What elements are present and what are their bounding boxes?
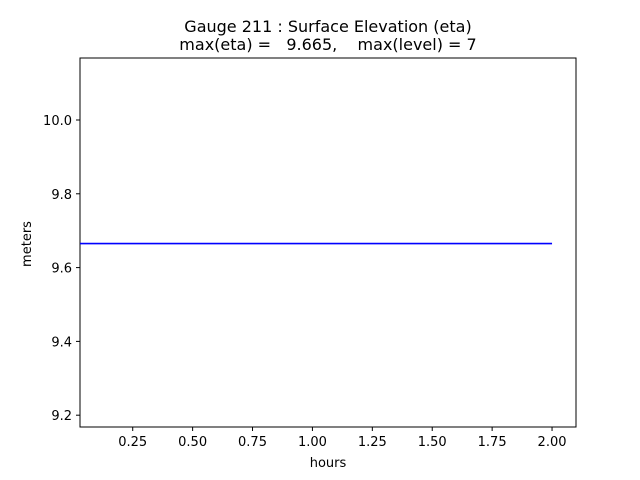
chart-title: Gauge 211 : Surface Elevation (eta) [184, 17, 471, 36]
x-tick-label: 0.25 [118, 435, 147, 450]
chart-subtitle: max(eta) = 9.665, max(level) = 7 [179, 35, 476, 54]
x-axis-label: hours [310, 456, 347, 471]
x-tick-label: 1.25 [358, 435, 387, 450]
y-tick-label: 9.2 [51, 409, 72, 424]
y-tick-label: 9.4 [51, 335, 72, 350]
x-tick-label: 1.50 [418, 435, 447, 450]
x-axis: 0.25 0.50 0.75 1.00 1.25 1.50 1.75 2.00 [118, 427, 567, 450]
x-tick-label: 0.75 [238, 435, 267, 450]
x-tick-label: 0.50 [178, 435, 207, 450]
x-tick-label: 1.00 [298, 435, 327, 450]
y-tick-label: 9.6 [51, 262, 72, 277]
plot-area [79, 57, 577, 428]
plot-frame [79, 57, 577, 428]
y-tick-label: 9.8 [51, 188, 72, 203]
x-tick-label: 1.75 [478, 435, 507, 450]
y-axis-label: meters [20, 221, 35, 267]
x-tick-label: 2.00 [538, 435, 567, 450]
y-tick-label: 10.0 [43, 114, 72, 129]
y-axis: 9.2 9.4 9.6 9.8 10.0 [43, 114, 80, 424]
